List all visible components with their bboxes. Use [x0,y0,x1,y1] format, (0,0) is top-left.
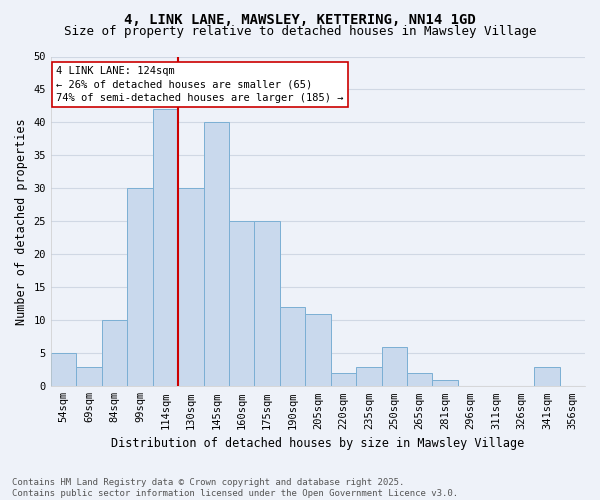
Bar [433,380,458,386]
Bar [51,354,76,386]
Bar [152,110,178,386]
Bar [203,122,229,386]
Text: Size of property relative to detached houses in Mawsley Village: Size of property relative to detached ho… [64,25,536,38]
Bar [356,366,382,386]
Bar [331,373,356,386]
X-axis label: Distribution of detached houses by size in Mawsley Village: Distribution of detached houses by size … [112,437,524,450]
Text: 4 LINK LANE: 124sqm
← 26% of detached houses are smaller (65)
74% of semi-detach: 4 LINK LANE: 124sqm ← 26% of detached ho… [56,66,344,103]
Bar [382,346,407,387]
Bar [407,373,433,386]
Bar [229,222,254,386]
Bar [305,314,331,386]
Bar [534,366,560,386]
Text: Contains HM Land Registry data © Crown copyright and database right 2025.
Contai: Contains HM Land Registry data © Crown c… [12,478,458,498]
Bar [254,222,280,386]
Y-axis label: Number of detached properties: Number of detached properties [15,118,28,324]
Text: 4, LINK LANE, MAWSLEY, KETTERING, NN14 1GD: 4, LINK LANE, MAWSLEY, KETTERING, NN14 1… [124,12,476,26]
Bar [280,307,305,386]
Bar [127,188,152,386]
Bar [102,320,127,386]
Bar [178,188,203,386]
Bar [76,366,102,386]
